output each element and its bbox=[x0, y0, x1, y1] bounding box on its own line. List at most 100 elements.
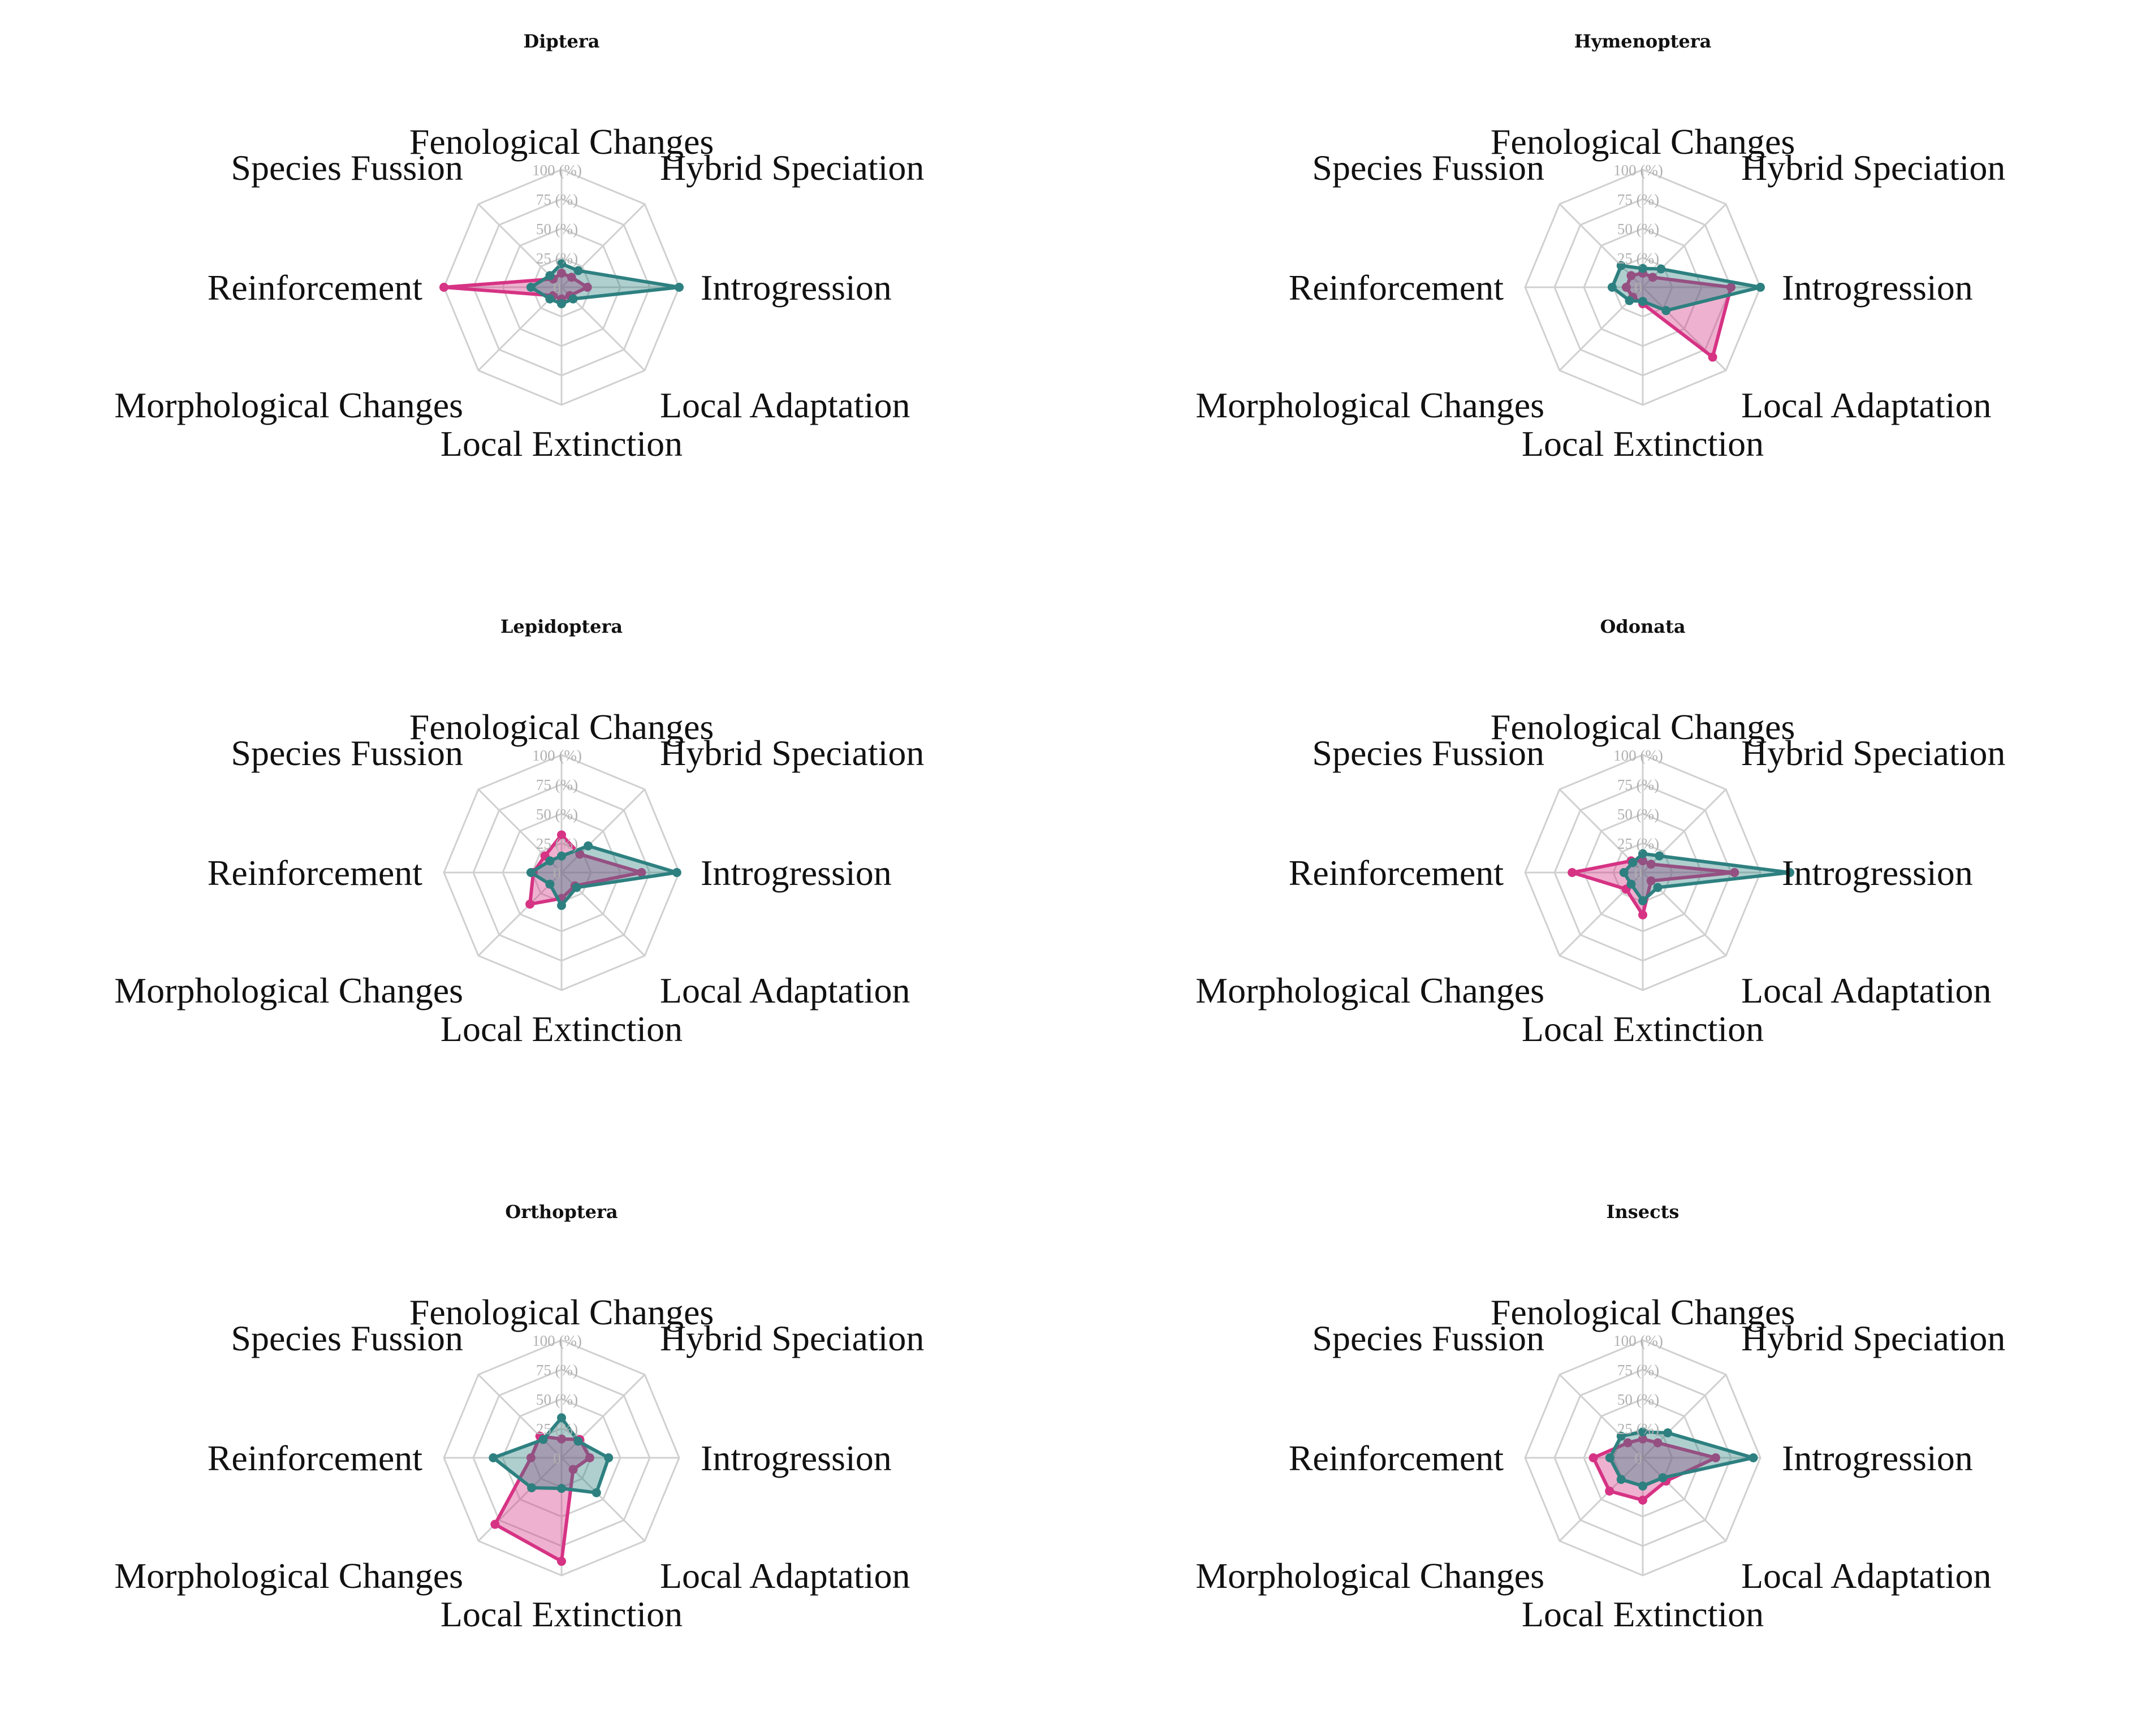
data-point-series-2 bbox=[538, 1435, 548, 1444]
data-point-series-2 bbox=[1619, 868, 1629, 877]
radial-tick-label: 0 bbox=[1634, 865, 1642, 882]
axis-label-local-adaptation: Local Adaptation bbox=[660, 1556, 910, 1596]
data-point-series-2 bbox=[675, 283, 684, 292]
axis-label-morphological-changes: Morphological Changes bbox=[1195, 385, 1544, 425]
data-point-series-2 bbox=[1638, 264, 1647, 273]
data-point-series-2 bbox=[557, 851, 566, 861]
axis-label-local-adaptation: Local Adaptation bbox=[1741, 1556, 1992, 1596]
axis-label-reinforcement: Reinforcement bbox=[208, 853, 423, 893]
radial-tick-label: 0 bbox=[1634, 1450, 1642, 1467]
radar-panel-lepidoptera: Lepidoptera 0 25 (%) 50 (%) 75 (%) 100 (%)Fen… bbox=[114, 616, 924, 1049]
data-point-series-2 bbox=[1655, 851, 1664, 861]
radial-tick-label: 100 (%) bbox=[532, 162, 582, 179]
data-point-series-2 bbox=[545, 856, 555, 866]
data-point-series-1 bbox=[575, 849, 585, 859]
axis-label-species-fussion: Species Fussion bbox=[231, 1318, 463, 1358]
axis-label-morphological-changes: Morphological Changes bbox=[1195, 970, 1544, 1010]
radial-tick-label: 0 bbox=[553, 1450, 561, 1467]
axis-label-local-adaptation: Local Adaptation bbox=[1741, 385, 1992, 425]
data-point-series-1 bbox=[1648, 273, 1657, 282]
grid-spoke bbox=[1559, 1457, 1644, 1542]
data-point-series-2 bbox=[573, 266, 583, 275]
panel-title: Lepidoptera bbox=[500, 616, 623, 637]
axis-label-fenological-changes: Fenological Changes bbox=[409, 707, 714, 747]
data-point-series-1 bbox=[1605, 1486, 1614, 1496]
axis-label-morphological-changes: Morphological Changes bbox=[114, 1556, 463, 1596]
axis-label-introgression: Introgression bbox=[1782, 267, 1973, 308]
axis-label-hybrid-speciation: Hybrid Speciation bbox=[660, 148, 924, 188]
data-point-series-1 bbox=[1708, 352, 1717, 362]
radial-tick-label: 0 bbox=[553, 279, 561, 296]
radial-tick-label: 75 (%) bbox=[1617, 1362, 1659, 1379]
axis-label-morphological-changes: Morphological Changes bbox=[1195, 1556, 1544, 1596]
data-point-series-2 bbox=[572, 883, 581, 892]
axis-label-introgression: Introgression bbox=[701, 853, 892, 893]
axis-label-local-extinction: Local Extinction bbox=[441, 1594, 683, 1634]
data-point-series-2 bbox=[1616, 261, 1626, 270]
data-point-series-1 bbox=[525, 899, 535, 909]
data-point-series-2 bbox=[1638, 1427, 1647, 1437]
data-point-series-2 bbox=[584, 841, 593, 850]
data-point-series-1 bbox=[1726, 283, 1735, 292]
data-point-series-1 bbox=[1638, 1434, 1647, 1444]
axis-label-species-fussion: Species Fussion bbox=[231, 148, 463, 188]
radial-tick-label: 75 (%) bbox=[1617, 191, 1659, 208]
data-point-series-2 bbox=[527, 1483, 537, 1492]
data-point-series-2 bbox=[557, 259, 566, 269]
data-point-series-2 bbox=[1756, 283, 1765, 292]
data-point-series-2 bbox=[1653, 883, 1663, 892]
series-area-2 bbox=[1608, 1430, 1755, 1488]
radar-panel-diptera: Diptera 0 25 (%) 50 (%) 75 (%) 100 (%)Fenolog… bbox=[114, 31, 924, 464]
data-point-series-1 bbox=[637, 868, 646, 877]
axis-label-species-fussion: Species Fussion bbox=[1312, 733, 1544, 773]
data-point-series-2 bbox=[545, 879, 555, 889]
radial-tick-label: 25 (%) bbox=[1617, 835, 1659, 852]
grid-spoke bbox=[1642, 203, 1727, 288]
radial-tick-label: 50 (%) bbox=[1617, 806, 1659, 823]
data-point-series-1 bbox=[490, 1519, 500, 1529]
axis-label-introgression: Introgression bbox=[1782, 853, 1973, 893]
data-point-series-1 bbox=[1568, 868, 1577, 877]
axis-label-local-extinction: Local Extinction bbox=[441, 424, 683, 464]
radial-tick-label: 50 (%) bbox=[536, 221, 578, 237]
radial-tick-label: 0 bbox=[553, 865, 561, 882]
data-point-series-2 bbox=[573, 1436, 583, 1446]
data-point-series-1 bbox=[557, 1434, 566, 1444]
radial-tick-label: 0 bbox=[1634, 279, 1642, 296]
data-point-series-2 bbox=[672, 868, 681, 877]
radar-panel-hymenoptera: Hymenoptera 0 25 (%) 50 (%) 75 (%) 100 (%)Fen… bbox=[1195, 31, 2005, 464]
data-point-series-1 bbox=[567, 273, 576, 282]
data-point-series-1 bbox=[1626, 271, 1636, 280]
axis-label-fenological-changes: Fenological Changes bbox=[409, 1292, 714, 1332]
radial-tick-label: 100 (%) bbox=[1613, 747, 1663, 764]
axis-label-local-extinction: Local Extinction bbox=[1522, 1009, 1764, 1049]
data-point-series-2 bbox=[1626, 879, 1636, 889]
axis-label-hybrid-speciation: Hybrid Speciation bbox=[1741, 1318, 2005, 1358]
radial-tick-label: 75 (%) bbox=[536, 1362, 578, 1379]
data-point-series-2 bbox=[1638, 296, 1647, 306]
axis-label-reinforcement: Reinforcement bbox=[1289, 853, 1504, 893]
radial-tick-label: 50 (%) bbox=[536, 806, 578, 823]
data-point-series-2 bbox=[1749, 1453, 1758, 1462]
data-point-series-2 bbox=[489, 1453, 498, 1462]
data-point-series-2 bbox=[1638, 896, 1647, 905]
radar-panel-odonata: Odonata 0 25 (%) 50 (%) 75 (%) 100 (%)Fenolog… bbox=[1195, 616, 2005, 1049]
data-point-series-2 bbox=[545, 271, 555, 280]
data-point-series-1 bbox=[439, 283, 448, 292]
panel-title: Hymenoptera bbox=[1574, 31, 1712, 52]
data-point-series-1 bbox=[1623, 1438, 1633, 1448]
data-point-series-1 bbox=[1638, 1495, 1647, 1505]
axis-label-introgression: Introgression bbox=[701, 1438, 892, 1478]
radar-panel-insects: Insects 0 25 (%) 50 (%) 75 (%) 100 (%)Fenolog… bbox=[1195, 1201, 2005, 1634]
axis-label-species-fussion: Species Fussion bbox=[1312, 148, 1544, 188]
data-point-series-2 bbox=[1656, 264, 1666, 274]
data-point-series-1 bbox=[582, 283, 592, 292]
radial-tick-label: 100 (%) bbox=[532, 747, 582, 764]
panel-title: Insects bbox=[1607, 1201, 1680, 1223]
radial-tick-label: 25 (%) bbox=[1617, 250, 1659, 267]
data-point-series-2 bbox=[557, 901, 566, 910]
radial-tick-label: 50 (%) bbox=[1617, 1391, 1659, 1408]
radial-tick-label: 100 (%) bbox=[1613, 1332, 1663, 1349]
data-point-series-2 bbox=[557, 1413, 566, 1423]
